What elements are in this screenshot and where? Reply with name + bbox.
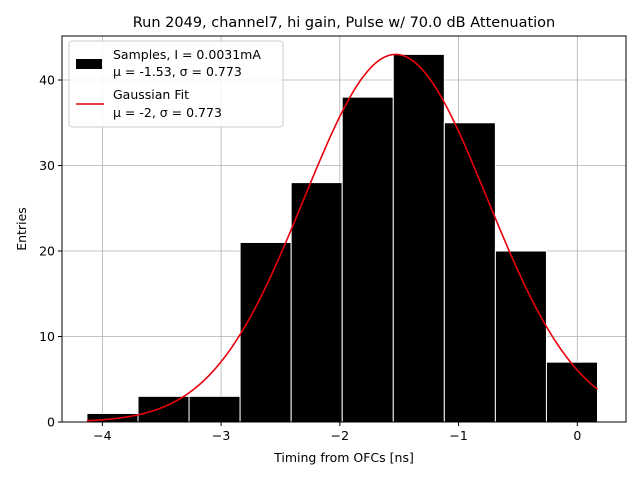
histogram-bar bbox=[290, 182, 343, 423]
histogram-bar bbox=[137, 395, 190, 423]
y-tick-label: 30 bbox=[39, 158, 55, 173]
y-tick-label: 20 bbox=[39, 244, 55, 259]
histogram-bar bbox=[443, 122, 496, 423]
x-tick-label: −2 bbox=[331, 428, 349, 443]
legend-histogram-swatch bbox=[76, 59, 102, 69]
legend-histogram-stats: μ = -1.53, σ = 0.773 bbox=[113, 64, 242, 79]
x-tick-label: −4 bbox=[93, 428, 111, 443]
x-axis-label: Timing from OFCs [ns] bbox=[273, 450, 414, 465]
y-tick-label: 0 bbox=[47, 415, 55, 430]
x-tick-label: 0 bbox=[573, 428, 581, 443]
histogram-bar bbox=[188, 395, 241, 423]
axes-frame bbox=[61, 35, 627, 423]
axis-ticks: −4 −3 −2 −1 0 0 10 20 30 40 bbox=[39, 73, 581, 443]
legend-histogram-label: Samples, I = 0.0031mA bbox=[113, 47, 261, 62]
x-tick-label: −1 bbox=[449, 428, 467, 443]
y-axis-label: Entries bbox=[14, 207, 29, 251]
y-tick-label: 40 bbox=[39, 73, 55, 88]
histogram-bar bbox=[239, 241, 292, 423]
gaussian-fit-line bbox=[86, 53, 599, 422]
histogram-bar bbox=[392, 53, 445, 423]
histogram-bar bbox=[494, 250, 547, 423]
histogram-bars bbox=[86, 53, 599, 423]
legend-box bbox=[68, 40, 284, 128]
fit-curve-layer bbox=[86, 53, 599, 422]
histogram-bar bbox=[545, 361, 599, 423]
y-tick-label: 10 bbox=[39, 329, 55, 344]
x-tick-label: −3 bbox=[212, 428, 230, 443]
legend: Samples, I = 0.0031mA μ = -1.53, σ = 0.7… bbox=[68, 40, 284, 128]
chart-title: Run 2049, channel7, hi gain, Pulse w/ 70… bbox=[133, 15, 556, 31]
histogram-bar bbox=[341, 96, 394, 423]
legend-fit-stats: μ = -2, σ = 0.773 bbox=[113, 105, 222, 120]
legend-fit-label: Gaussian Fit bbox=[113, 87, 189, 102]
